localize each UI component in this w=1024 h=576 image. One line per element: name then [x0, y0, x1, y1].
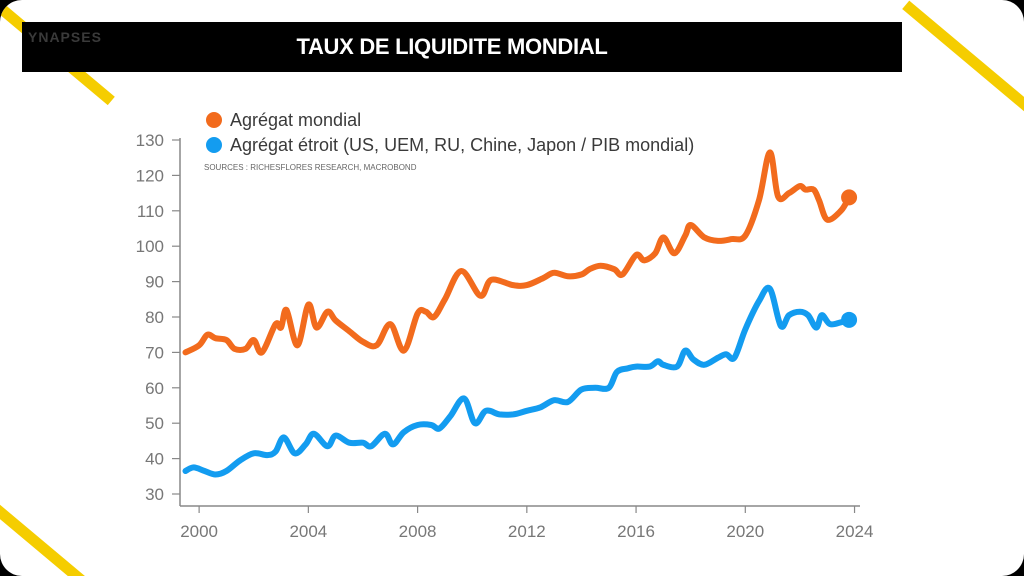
- legend-marker-blue: [206, 137, 222, 153]
- series-end-marker-0: [841, 189, 858, 206]
- chart-axes: 30 40 50 60 70 80 90 100 110 120 130 2000 2004 2008 20…: [136, 131, 874, 541]
- title-bar: TAUX DE LIQUIDITE MONDIAL: [22, 22, 902, 72]
- x-tick-label: 2000: [180, 522, 218, 541]
- y-tick-label: 120: [136, 166, 164, 185]
- legend-label-agregat-mondial: Agrégat mondial: [230, 110, 361, 130]
- series-end-marker-1: [841, 311, 858, 328]
- y-tick-label: 60: [145, 379, 164, 398]
- legend-label-agregat-etroit: Agrégat étroit (US, UEM, RU, Chine, Japo…: [230, 135, 694, 155]
- source-note: SOURCES : RICHESFLORES RESEARCH, MACROBO…: [204, 163, 417, 172]
- x-tick-label: 2008: [399, 522, 437, 541]
- y-tick-label: 90: [145, 273, 164, 292]
- series-line-0: [182, 149, 853, 356]
- y-tick-label: 30: [145, 485, 164, 504]
- legend-marker-orange: [206, 112, 222, 128]
- y-tick-label: 130: [136, 131, 164, 150]
- x-tick-label: 2004: [289, 522, 327, 541]
- page-title: TAUX DE LIQUIDITE MONDIAL: [296, 34, 608, 59]
- x-tick-label: 2012: [508, 522, 546, 541]
- brand-logo: YNAPSES: [28, 29, 102, 45]
- series-line-1: [182, 284, 853, 478]
- x-tick-label: 2020: [726, 522, 764, 541]
- chart-legend: Agrégat mondial Agrégat étroit (US, UEM,…: [204, 110, 694, 172]
- y-tick-label: 70: [145, 343, 164, 362]
- x-tick-label: 2016: [617, 522, 655, 541]
- x-tick-label: 2024: [836, 522, 874, 541]
- y-tick-label: 80: [145, 308, 164, 327]
- chart-series: [182, 149, 858, 478]
- y-tick-label: 110: [137, 202, 164, 221]
- y-tick-label: 50: [145, 414, 164, 433]
- y-tick-label: 40: [145, 450, 164, 469]
- y-tick-label: 100: [136, 237, 164, 256]
